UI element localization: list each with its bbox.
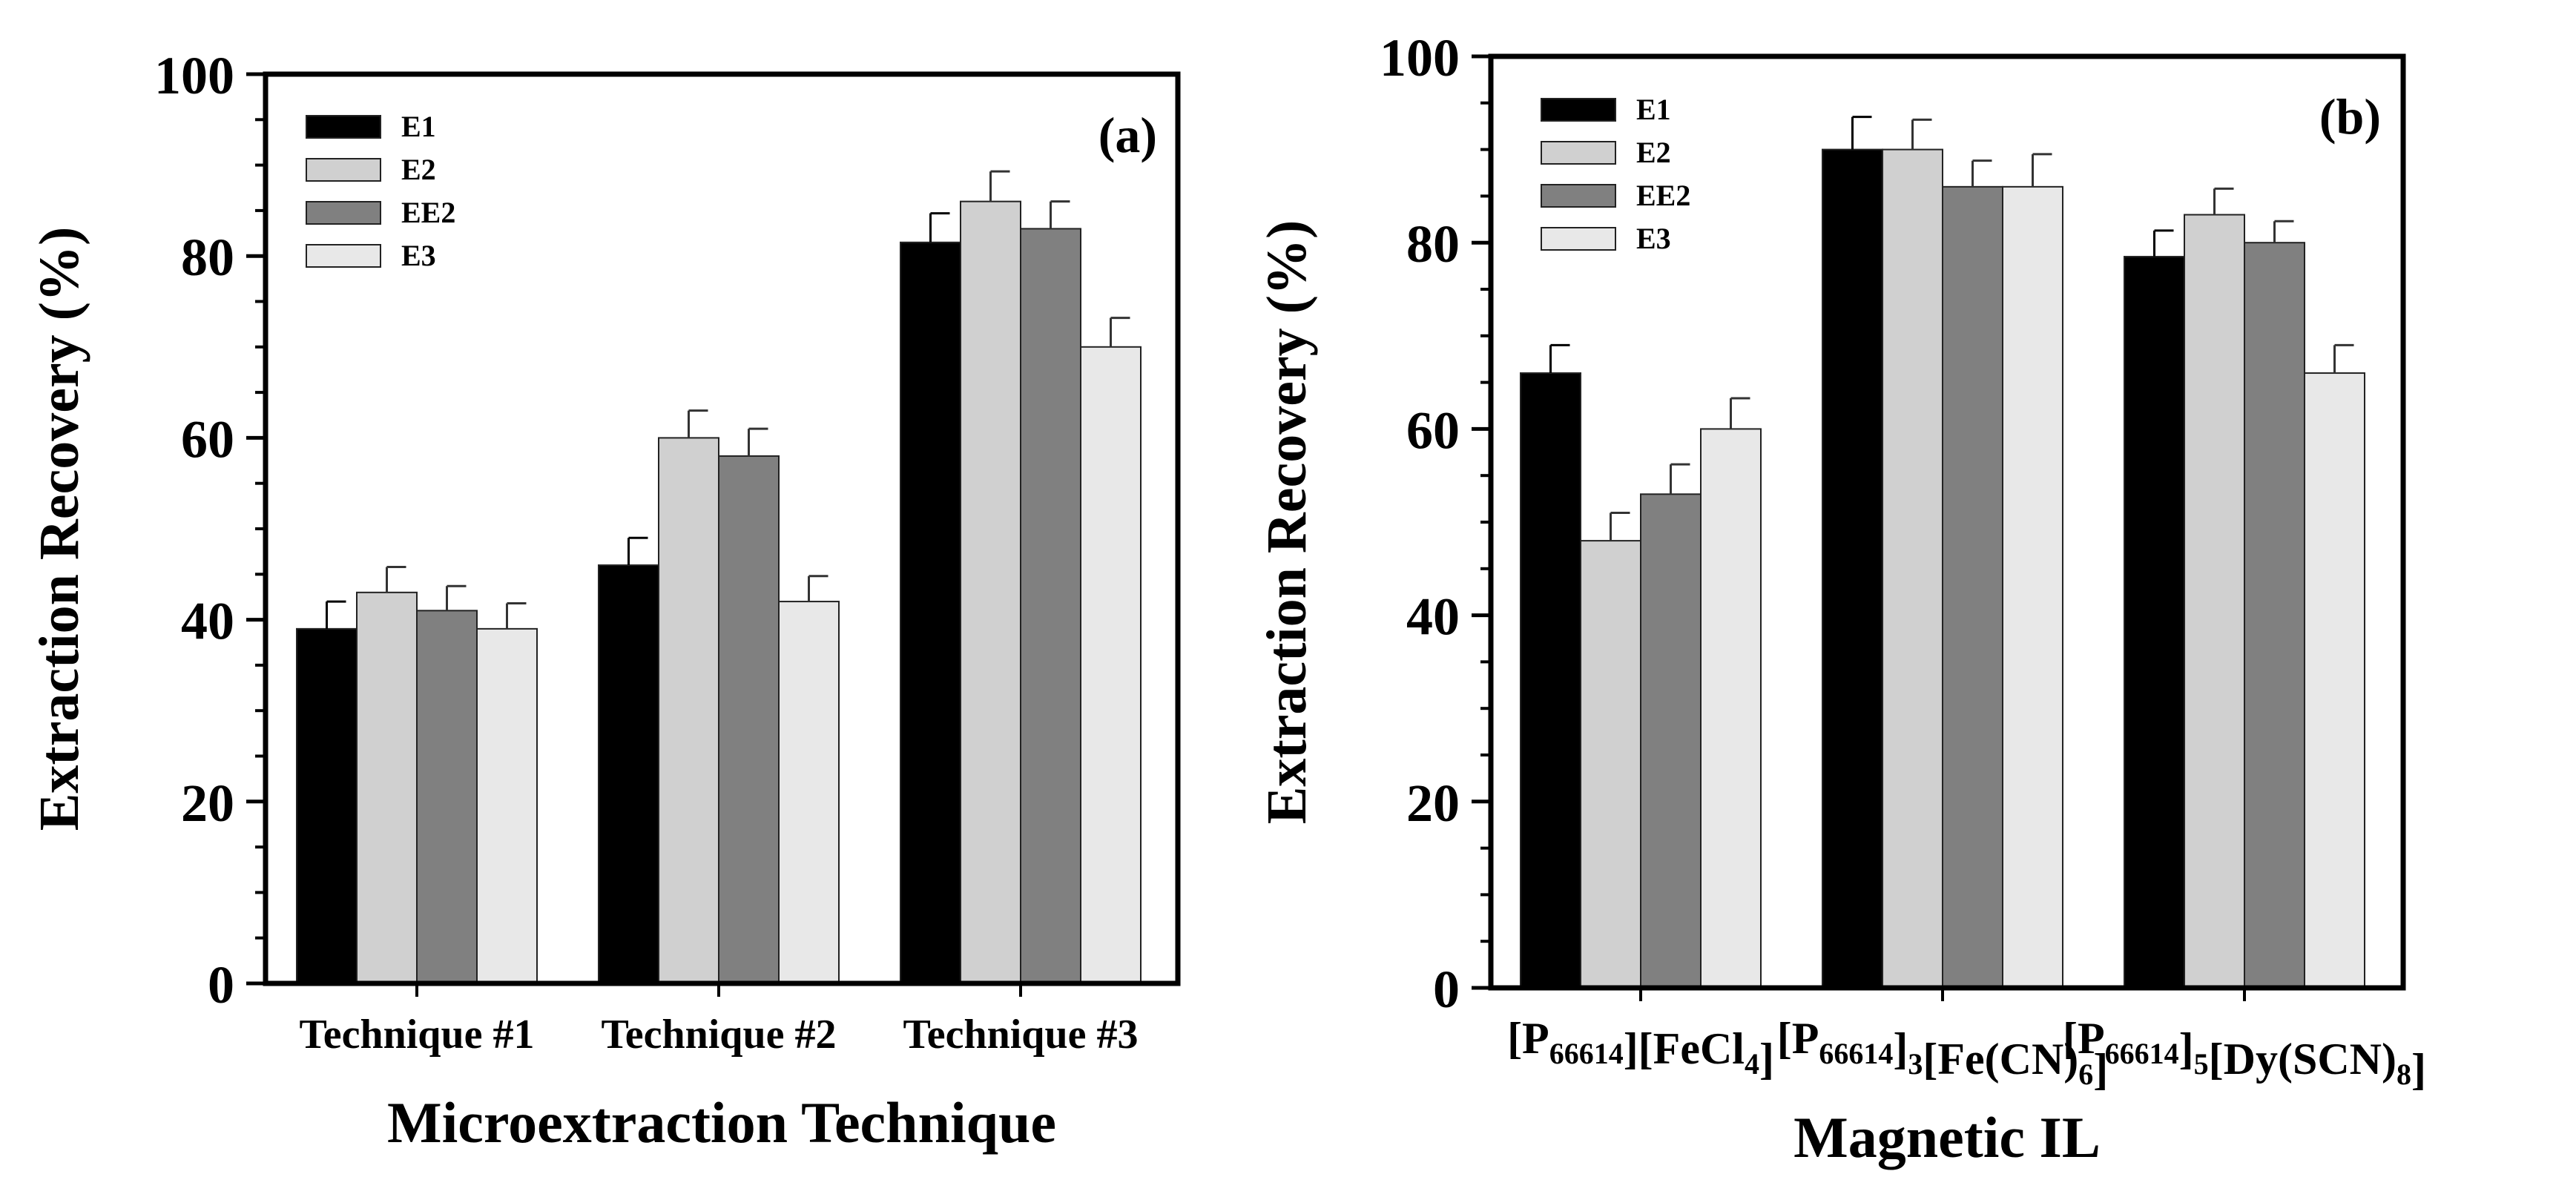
x-tick-label-part: [P <box>1507 1014 1549 1063</box>
y-tick-label: 100 <box>154 46 234 105</box>
legend-swatch <box>1541 184 1616 208</box>
x-tick-label-subscript: 8 <box>2397 1058 2411 1091</box>
x-tick-label-subscript: 5 <box>2194 1047 2209 1081</box>
y-tick-label: 80 <box>181 228 234 287</box>
legend-swatch <box>306 201 381 225</box>
legend-label: E3 <box>401 239 436 272</box>
x-tick-label-part: ] <box>2093 1045 2108 1094</box>
y-axis-label: Extraction Recovery (%) <box>1256 220 1318 825</box>
bar <box>2124 256 2185 989</box>
y-tick-label: 100 <box>1380 28 1460 88</box>
bar <box>900 241 961 984</box>
bar <box>1882 148 1943 989</box>
legend-swatch <box>1541 98 1616 122</box>
bar <box>1020 228 1081 985</box>
x-tick-label-part: [Dy(SCN) <box>2209 1035 2397 1084</box>
legend-label: E1 <box>1636 93 1671 126</box>
y-tick-label: 60 <box>181 409 234 469</box>
y-tick-label: 0 <box>1433 960 1460 1019</box>
x-tick-label: Technique #1 <box>300 1012 535 1058</box>
legend-label: E1 <box>401 110 436 143</box>
x-tick-label-subscript: 4 <box>1745 1047 1759 1081</box>
bar <box>1580 540 1641 989</box>
legend-label: EE2 <box>401 196 455 229</box>
legend-label: EE2 <box>1636 179 1690 212</box>
x-axis-label: Microextraction Technique <box>387 1090 1056 1155</box>
bar <box>2304 372 2365 989</box>
x-tick-label-part: ] <box>1759 1035 1774 1084</box>
x-tick-label-subscript: 66614 <box>2105 1037 2179 1070</box>
y-tick-label: 20 <box>1406 774 1460 833</box>
y-tick-label: 40 <box>181 592 234 651</box>
legend-label: E2 <box>401 153 436 186</box>
y-tick-label: 60 <box>1406 400 1460 460</box>
legend-swatch <box>306 244 381 268</box>
chart-panel-a: 0 20 40 60 80 100 Technique #1 Technique #2 Tech… <box>28 46 1181 1155</box>
x-tick-label-part: ] <box>2179 1024 2194 1073</box>
y-tick-label: 80 <box>1406 214 1460 274</box>
bar <box>356 591 418 984</box>
x-tick-label: Technique #2 <box>602 1012 837 1058</box>
panel-label: (a) <box>1098 107 1157 163</box>
legend-label: E3 <box>1636 222 1671 255</box>
legend-swatch <box>1541 141 1616 165</box>
x-tick-label: [P66614]3[Fe(CN)6] <box>1777 1014 2109 1094</box>
bar <box>718 455 780 984</box>
x-tick-label-part: ] <box>1893 1024 1908 1073</box>
bar <box>296 627 358 984</box>
x-tick-label: [P66614]5[Dy(SCN)8] <box>2063 1014 2426 1094</box>
bar <box>1942 185 2003 989</box>
bar <box>416 610 478 985</box>
bar <box>658 437 719 984</box>
x-tick-label-subscript: 66614 <box>1549 1037 1624 1070</box>
y-tick-label: 40 <box>1406 587 1460 647</box>
bar <box>1640 493 1702 989</box>
bar <box>1822 148 1883 989</box>
bar <box>1520 372 1581 989</box>
legend-swatch <box>306 158 381 182</box>
legend-swatch <box>306 115 381 139</box>
legend-label: E2 <box>1636 136 1671 169</box>
x-tick-label-subscript: 3 <box>1908 1047 1923 1081</box>
y-tick-label: 20 <box>181 774 234 833</box>
x-tick-label: Technique #3 <box>903 1012 1139 1058</box>
x-tick-label: [P66614][FeCl4] <box>1507 1014 1774 1084</box>
panel-label: (b) <box>2319 88 2381 145</box>
x-tick-label-part: ] <box>2411 1045 2426 1094</box>
x-tick-label-part: [P <box>1777 1014 1819 1063</box>
bar <box>2244 242 2305 989</box>
bar <box>2184 214 2245 989</box>
bar <box>476 627 538 984</box>
y-tick-label: 0 <box>208 955 234 1015</box>
y-axis-label: Extraction Recovery (%) <box>28 227 90 831</box>
x-tick-label-subscript: 6 <box>2078 1058 2093 1091</box>
bar <box>778 601 840 984</box>
x-tick-label-part: ][FeCl <box>1624 1024 1745 1073</box>
x-tick-label-part: [P <box>2063 1014 2105 1063</box>
x-tick-label-part: [Fe(CN) <box>1923 1035 2078 1084</box>
bar <box>960 200 1021 984</box>
bar <box>598 564 659 984</box>
legend-swatch <box>1541 227 1616 251</box>
x-tick-label-subscript: 66614 <box>1819 1037 1893 1070</box>
bar <box>1080 346 1142 984</box>
bar <box>1700 428 1762 989</box>
x-axis-label: Magnetic IL <box>1793 1105 2101 1170</box>
bar <box>2002 185 2063 989</box>
